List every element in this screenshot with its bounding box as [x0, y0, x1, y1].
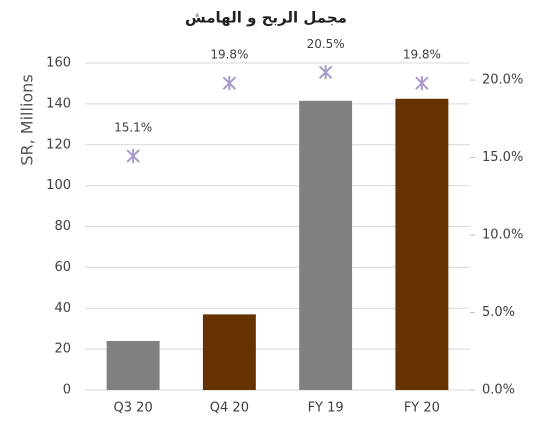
- marker: [318, 65, 333, 80]
- y-tick-label: 40: [54, 301, 71, 316]
- data-label: 19.8%: [403, 48, 441, 62]
- y2-tick-label: 5.0%: [482, 305, 515, 320]
- bar: [106, 340, 160, 390]
- data-label: 19.8%: [210, 48, 248, 62]
- data-label: 20.5%: [307, 37, 345, 51]
- marker: [126, 148, 140, 163]
- y-tick-label: 20: [54, 342, 71, 357]
- y-tick-label: 0: [63, 383, 71, 398]
- x-tick-label: Q3 20: [114, 401, 153, 416]
- y-axis-label: SR, Millions: [18, 74, 37, 165]
- x-tick-label: Q4 20: [210, 401, 249, 416]
- y2-tick-label: 10.0%: [482, 228, 523, 243]
- y2-tick-label: 20.0%: [482, 73, 523, 88]
- bar: [202, 314, 256, 390]
- marker: [415, 76, 429, 91]
- marker: [222, 76, 237, 91]
- y-tick-label: 80: [54, 219, 71, 234]
- y-tick-label: 120: [46, 137, 71, 152]
- y2-tick-label: 0.0%: [482, 383, 515, 398]
- y2-tick-label: 15.0%: [482, 150, 523, 165]
- x-tick-label: FY 19: [308, 401, 344, 416]
- bar: [299, 100, 353, 390]
- y-tick-label: 100: [46, 178, 71, 193]
- chart-title: مجمل الربح و الهامش: [185, 9, 347, 27]
- y-tick-label: 160: [46, 56, 71, 71]
- y-tick-label: 60: [54, 260, 71, 275]
- x-tick-label: FY 20: [404, 401, 440, 416]
- y-tick-label: 140: [46, 96, 71, 111]
- bar: [395, 98, 449, 390]
- data-label: 15.1%: [114, 120, 152, 134]
